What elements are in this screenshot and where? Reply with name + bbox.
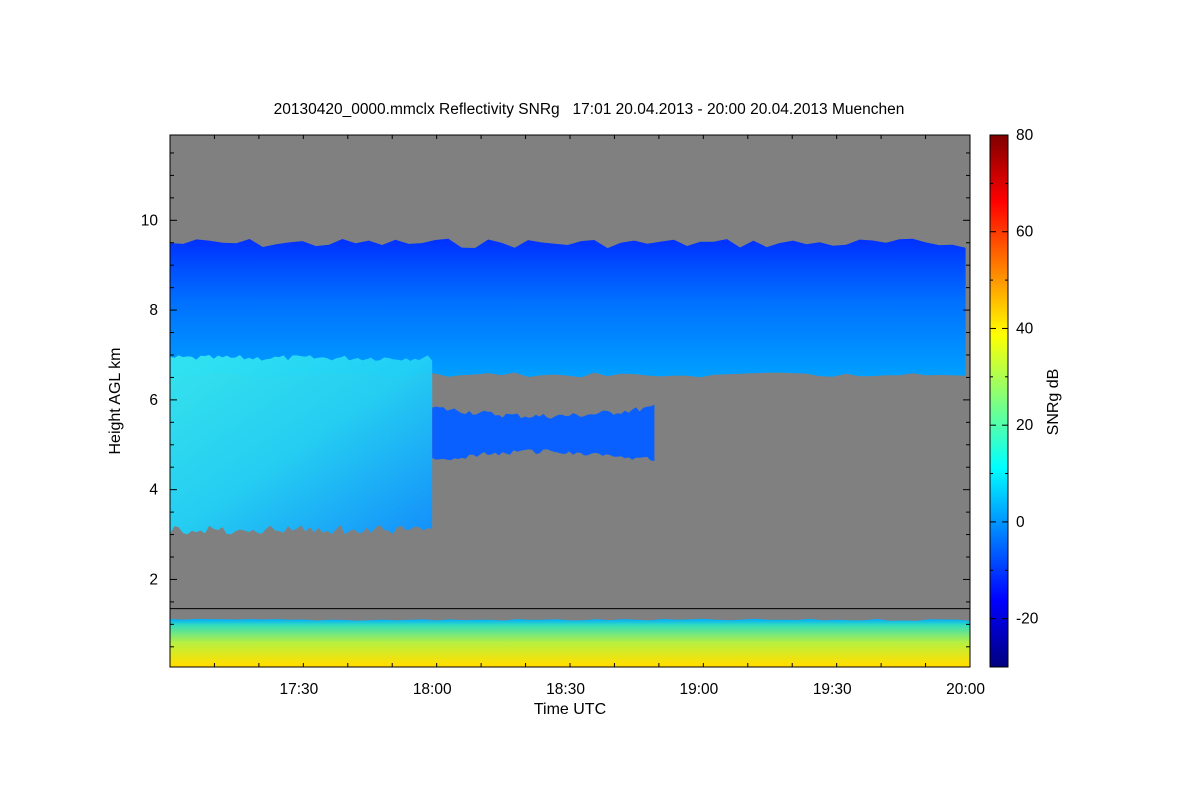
y-tick-label: 10 <box>141 212 159 229</box>
y-tick-label: 6 <box>149 392 158 409</box>
colorbar-tick-label: 20 <box>1016 417 1034 434</box>
y-tick-label: 8 <box>149 302 158 319</box>
x-tick-label: 20:00 <box>946 681 985 698</box>
plot-area <box>170 135 970 667</box>
echo-region <box>432 404 655 461</box>
colorbar-tick-label: 80 <box>1016 127 1034 144</box>
echo-region <box>170 355 433 535</box>
x-tick-label: 18:00 <box>413 681 452 698</box>
x-tick-label: 19:00 <box>679 681 718 698</box>
echo-regions <box>170 238 970 667</box>
chart-title: 20130420_0000.mmclx Reflectivity SNRg 17… <box>274 101 905 118</box>
y-tick-label: 4 <box>149 482 158 499</box>
y-axis-label: Height AGL km <box>107 347 124 454</box>
echo-region <box>170 238 966 378</box>
colorbar: -20 0 20 40 60 80 SNRg dB <box>989 127 1062 668</box>
colorbar-fill <box>989 134 1009 668</box>
x-axis: 17:30 18:00 18:30 19:00 19:30 20:00 <box>169 135 985 698</box>
colorbar-tick-label: 0 <box>1016 514 1025 531</box>
x-tick-label: 19:30 <box>813 681 852 698</box>
y-axis: 2 4 6 8 10 <box>141 152 970 648</box>
colorbar-tick-label: -20 <box>1016 611 1039 628</box>
x-tick-label: 18:30 <box>546 681 585 698</box>
echo-region <box>170 618 970 667</box>
colorbar-label: SNRg dB <box>1045 369 1062 436</box>
x-tick-label: 17:30 <box>279 681 318 698</box>
x-axis-label: Time UTC <box>534 701 606 718</box>
colorbar-ticks: -20 0 20 40 60 80 <box>990 127 1039 668</box>
colorbar-tick-label: 40 <box>1016 320 1034 337</box>
y-tick-label: 2 <box>149 571 158 588</box>
colorbar-tick-label: 60 <box>1016 224 1034 241</box>
